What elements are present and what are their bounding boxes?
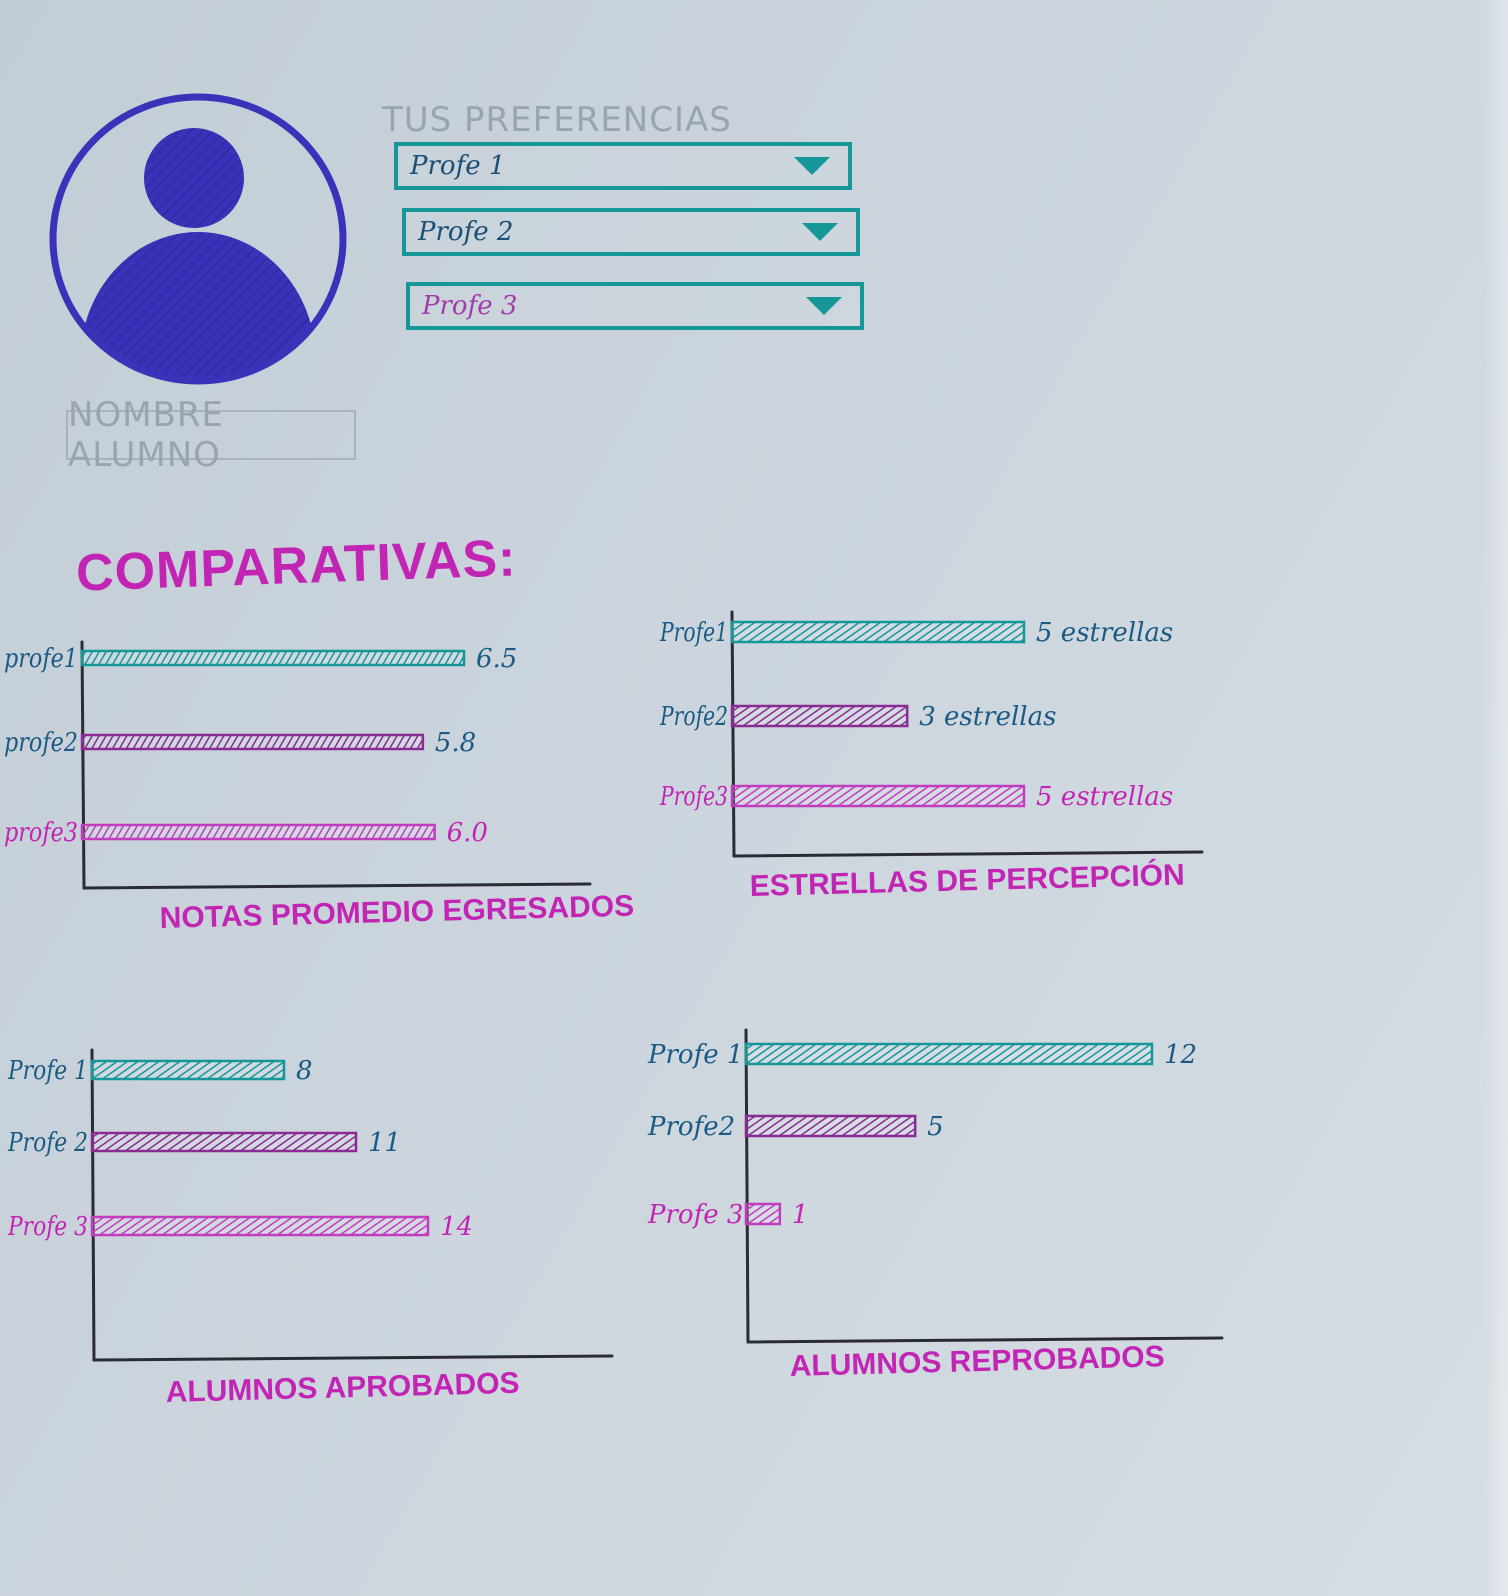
x-axis [746, 1336, 1224, 1344]
triangle-down-icon[interactable] [794, 157, 830, 175]
section-heading: COMPARATIVAS: [75, 529, 518, 603]
chart-alumnos-reprobados: Profe 1 12 Profe2 5 Profe 3 1 ALUMNOS REPROBAD… [647, 1028, 1224, 1383]
category-label: Profe 3 [647, 1200, 743, 1230]
category-label: profe3 [4, 818, 78, 848]
profe-2-dropdown[interactable]: Profe 2 [402, 208, 860, 256]
dropdown-value: Profe 2 [418, 217, 514, 247]
bar-1 [730, 620, 1026, 644]
category-label: profe1 [4, 644, 78, 674]
bar-2 [744, 1114, 917, 1138]
chart-title: ALUMNOS REPROBADOS [789, 1340, 1165, 1383]
student-name-field: NOMBRE ALUMNO [66, 395, 356, 475]
value-label: 5.8 [435, 728, 476, 758]
bar-3 [744, 1202, 782, 1226]
dropdown-value: Profe 1 [410, 151, 506, 181]
category-label: profe2 [4, 728, 78, 758]
category-label: Profe 1 [7, 1056, 88, 1086]
profe-1-dropdown[interactable]: Profe 1 [394, 142, 852, 190]
category-label: Profe 2 [7, 1128, 88, 1158]
chart-estrellas-percepcion: Profe1 5 estrellas Profe2 3 estrellas Profe3… [659, 610, 1204, 903]
bar-3 [90, 1215, 430, 1237]
dropdown-value: Profe 3 [422, 291, 518, 321]
value-label: 5 estrellas [1036, 618, 1173, 648]
bar-1 [90, 1059, 286, 1081]
category-label: Profe 1 [647, 1040, 743, 1070]
value-label: 12 [1164, 1040, 1197, 1070]
chart-title: ESTRELLAS DE PERCEPCIÓN [749, 858, 1185, 903]
value-label: 5 estrellas [1036, 782, 1173, 812]
bar-2 [90, 1131, 358, 1153]
triangle-down-icon[interactable] [806, 297, 842, 315]
value-label: 6.0 [447, 818, 488, 848]
x-axis [732, 850, 1204, 858]
category-label: Profe3 [659, 782, 728, 812]
chart-title: NOTAS PROMEDIO EGRESADOS [159, 890, 634, 935]
y-axis [80, 640, 86, 890]
paper-edge [1482, 0, 1508, 1596]
triangle-down-icon[interactable] [802, 223, 838, 241]
value-label: 8 [296, 1056, 313, 1086]
x-axis [82, 882, 592, 890]
bar-2 [80, 733, 425, 751]
preferences-title: TUS PREFERENCIAS [382, 100, 732, 140]
chart-alumnos-aprobados: Profe 1 8 Profe 2 11 Profe 3 14 ALUMNOS APROBA… [7, 1048, 614, 1409]
bar-3 [730, 784, 1026, 808]
value-label: 5 [927, 1112, 944, 1142]
value-label: 1 [792, 1200, 809, 1230]
y-axis [744, 1028, 750, 1344]
value-label: 6.5 [476, 644, 517, 674]
bar-3 [80, 823, 436, 841]
bar-1 [744, 1042, 1154, 1066]
category-label: Profe2 [647, 1112, 735, 1142]
chart-title: ALUMNOS APROBADOS [165, 1367, 520, 1409]
chart-notas-promedio: profe1 6.5 profe2 5.8 profe3 6.0 NOTAS PROMEDI… [4, 640, 635, 935]
bar-2 [730, 704, 909, 728]
value-label: 14 [440, 1212, 473, 1242]
category-label: Profe 3 [7, 1212, 88, 1242]
x-axis [92, 1354, 614, 1362]
value-label: 11 [368, 1128, 401, 1158]
category-label: Profe1 [659, 618, 728, 648]
profe-3-dropdown[interactable]: Profe 3 [406, 282, 864, 330]
bar-1 [80, 649, 466, 667]
y-axis [90, 1048, 96, 1362]
category-label: Profe2 [659, 702, 728, 732]
y-axis [730, 610, 736, 858]
value-label: 3 estrellas [919, 702, 1056, 732]
user-avatar-icon [49, 93, 347, 385]
